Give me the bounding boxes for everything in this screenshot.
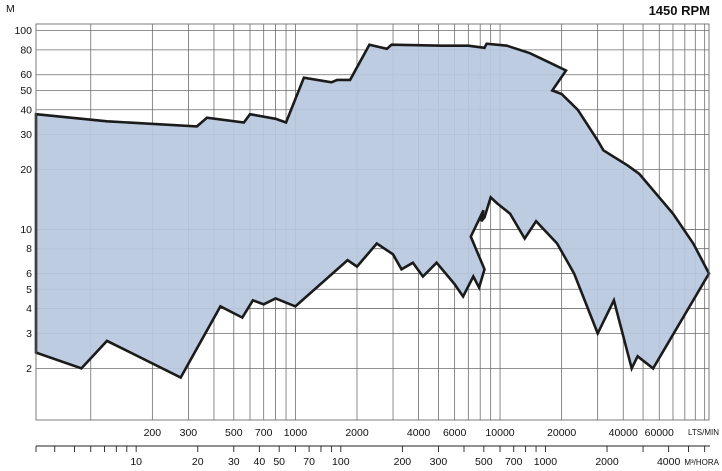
y-tick-label: 40 [20, 104, 32, 116]
x-secondary-tick-label: 1000 [534, 456, 558, 468]
y-tick-label: 20 [20, 164, 32, 176]
plot-frame [35, 23, 710, 421]
chart-frame [35, 23, 710, 421]
y-axis-unit-label: M [6, 3, 15, 15]
x-primary-tick-label: 500 [225, 427, 243, 439]
x-secondary-tick-label: 10 [130, 456, 142, 468]
x-primary-tick-label: 60000 [645, 427, 674, 439]
x-secondary-tick-label: 40 [254, 456, 266, 468]
x-secondary-unit-label: M³/HORA [684, 458, 719, 467]
x-secondary-tick-label: 20 [192, 456, 204, 468]
y-tick-label: 5 [26, 284, 32, 296]
coverage-area [34, 42, 711, 380]
y-tick-label: 50 [20, 85, 32, 97]
x-primary-tick-label: 10000 [485, 427, 514, 439]
x-primary-tick-label: 300 [180, 427, 198, 439]
x-secondary-tick-label: 100 [332, 456, 350, 468]
chart-area-layer [34, 42, 711, 380]
y-tick-label: 4 [26, 303, 32, 315]
y-tick-label: 100 [14, 25, 32, 37]
x-primary-tick-label: 700 [255, 427, 273, 439]
x-primary-tick-label: 200 [144, 427, 162, 439]
y-tick-label: 30 [20, 129, 32, 141]
x-primary-tick-label: 40000 [609, 427, 638, 439]
y-tick-label: 80 [20, 44, 32, 56]
x-secondary-tick-label: 300 [430, 456, 448, 468]
y-tick-label: 10 [20, 224, 32, 236]
x-secondary-tick-label: 50 [273, 456, 285, 468]
y-tick-label: 60 [20, 69, 32, 81]
x-primary-tick-label: 1000 [284, 427, 308, 439]
x-secondary-tick-label: 2000 [595, 456, 619, 468]
x-primary-tick-label: 6000 [443, 427, 467, 439]
x-primary-tick-label: 2000 [345, 427, 369, 439]
x-primary-tick-label: 20000 [547, 427, 576, 439]
x-secondary-tick-label: 30 [228, 456, 240, 468]
x-secondary-tick-label: 4000 [657, 456, 681, 468]
y-tick-label: 3 [26, 328, 32, 340]
x-secondary-tick-label: 500 [475, 456, 493, 468]
x-secondary-tick-label: 70 [303, 456, 315, 468]
x-primary-unit-label: LTS/MIN [688, 428, 719, 437]
y-tick-label: 6 [26, 268, 32, 280]
y-tick-label: 8 [26, 243, 32, 255]
y-tick-label: 2 [26, 363, 32, 375]
chart-axes: 2 3 4 5 6 8 10 20 30 40 50 60 80 100 200 300 500 700 1000 2… [14, 25, 719, 468]
x-primary-tick-label: 4000 [407, 427, 431, 439]
x-secondary-tick-label: 200 [394, 456, 412, 468]
x-secondary-tick-label: 700 [505, 456, 523, 468]
chart-title: 1450 RPM [649, 3, 710, 18]
